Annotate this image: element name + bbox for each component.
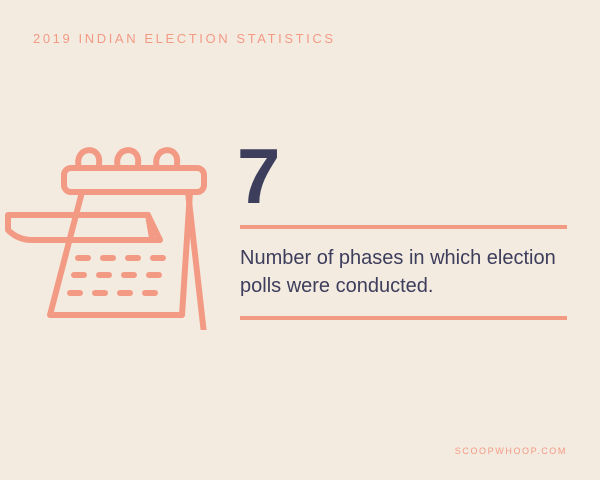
divider-top — [240, 225, 567, 229]
infographic-title: 2019 INDIAN ELECTION STATISTICS — [33, 31, 336, 46]
stat-description: Number of phases in which election polls… — [240, 247, 556, 297]
brand-footer[interactable]: SCOOPWHOOP.COM — [454, 446, 567, 456]
divider-bottom — [240, 316, 567, 320]
stat-value: 7 — [237, 132, 281, 220]
calendar-icon — [5, 147, 207, 330]
